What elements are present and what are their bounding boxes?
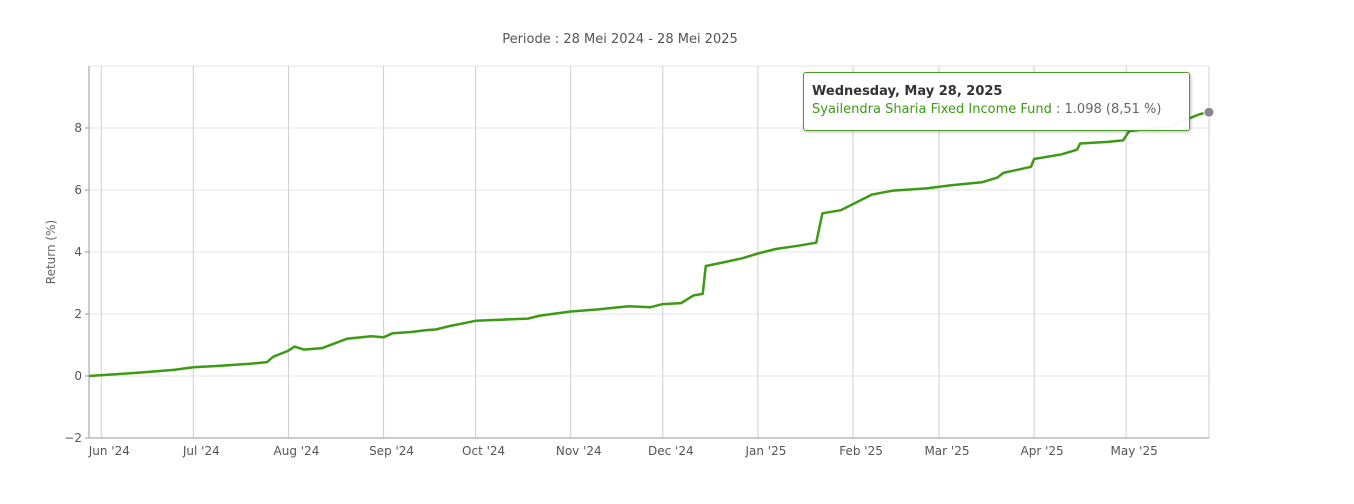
chart-title: Periode : 28 Mei 2024 - 28 Mei 2025	[502, 32, 738, 47]
hover-marker	[1203, 106, 1215, 118]
x-tick-label: Mar '25	[924, 444, 969, 458]
x-tick-label: Aug '24	[274, 444, 320, 458]
x-tick-label: May '25	[1111, 444, 1158, 458]
x-tick-label: Nov '24	[556, 444, 602, 458]
y-tick-label: 8	[74, 121, 82, 135]
x-tick-label: Jul '24	[182, 444, 220, 458]
tooltip-series-name: Syailendra Sharia Fixed Income Fund	[812, 102, 1052, 117]
x-tick-label: Feb '25	[839, 444, 883, 458]
y-axis-label: Return (%)	[44, 220, 58, 284]
y-tick-label: 2	[74, 307, 82, 321]
x-tick-label: Apr '25	[1021, 444, 1064, 458]
x-tick-label: Jun '24	[88, 444, 130, 458]
tooltip-series-line: Syailendra Sharia Fixed Income Fund : 1.…	[812, 101, 1181, 119]
y-tick-label: 6	[74, 183, 82, 197]
x-tick-label: Oct '24	[462, 444, 505, 458]
series-line	[88, 110, 1210, 378]
y-tick-label: 0	[74, 369, 82, 383]
x-tick-label: Sep '24	[369, 444, 414, 458]
x-tick-label: Jan '25	[744, 444, 786, 458]
y-tick-label: −2	[64, 431, 82, 445]
x-tick-label: Dec '24	[648, 444, 694, 458]
y-tick-label: 4	[74, 245, 82, 259]
tooltip-series-value: : 1.098 (8,51 %)	[1056, 102, 1162, 117]
chart-tooltip: Wednesday, May 28, 2025 Syailendra Shari…	[803, 72, 1190, 131]
tooltip-date: Wednesday, May 28, 2025	[812, 84, 1003, 99]
